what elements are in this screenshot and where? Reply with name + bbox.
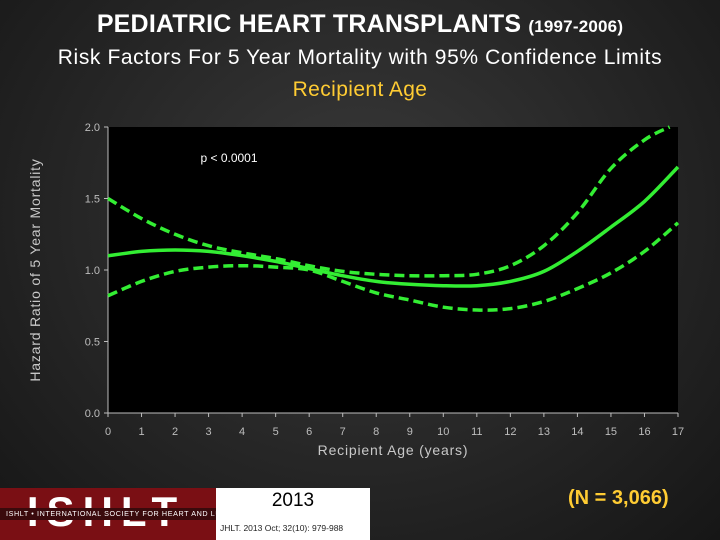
x-ticks: 0 1 2 3 4 5 6 7 8 9 10 11 12 13 14 15 16 17 (105, 413, 684, 438)
chart-variable-title: Recipient Age (292, 78, 428, 101)
y-tick-label: 1.0 (85, 265, 100, 277)
x-tick-label: 16 (638, 426, 650, 438)
year-citation-box: 2013 JHLT. 2013 Oct; 32(10): 979-988 (216, 488, 370, 540)
y-ticks: 0.0 0.5 1.0 1.5 2.0 (85, 122, 108, 420)
y-tick-label: 0.5 (85, 337, 100, 349)
x-axis-title: Recipient Age (years) (318, 442, 469, 458)
series-line-lower-95 (107, 221, 680, 312)
x-tick-label: 14 (571, 426, 583, 438)
x-tick-label: 4 (239, 426, 245, 438)
y-tick-label: 0.0 (85, 408, 100, 420)
x-tick-label: 6 (306, 426, 312, 438)
page-subtitle: Risk Factors For 5 Year Mortality with 9… (57, 46, 663, 69)
title-years: (1997-2006) (528, 17, 624, 36)
x-tick-label: 11 (471, 426, 482, 438)
x-tick-label: 12 (504, 426, 516, 438)
y-tick-label: 2.0 (85, 122, 100, 134)
report-year: 2013 (271, 490, 315, 511)
x-tick-label: 1 (138, 426, 144, 438)
p-value-annotation: p < 0.0001 (200, 151, 257, 165)
plot-background (108, 127, 678, 413)
x-tick-label: 9 (407, 426, 413, 438)
journal-citation: JHLT. 2013 Oct; 32(10): 979-988 (220, 523, 344, 533)
x-tick-label: 0 (105, 426, 111, 438)
x-tick-label: 13 (538, 426, 550, 438)
title-main: PEDIATRIC HEART TRANSPLANTS (96, 10, 522, 38)
x-tick-label: 2 (172, 426, 178, 438)
x-tick-label: 15 (605, 426, 617, 438)
page-title: PEDIATRIC HEART TRANSPLANTS (1997-2006) (0, 10, 720, 39)
plot-area (108, 127, 678, 413)
series-line-upper-95 (107, 125, 671, 278)
x-tick-label: 10 (437, 426, 449, 438)
series-line-estimate (107, 165, 680, 288)
x-tick-label: 7 (340, 426, 346, 438)
y-axis-title: Hazard Ratio of 5 Year Mortality (27, 158, 43, 381)
x-tick-label: 17 (672, 426, 684, 438)
series-layer (107, 125, 680, 312)
x-tick-label: 8 (373, 426, 379, 438)
y-tick-label: 1.5 (85, 194, 100, 206)
sample-size-note: (N = 3,066) (568, 487, 669, 509)
x-tick-label: 3 (206, 426, 212, 438)
x-tick-label: 5 (273, 426, 279, 438)
